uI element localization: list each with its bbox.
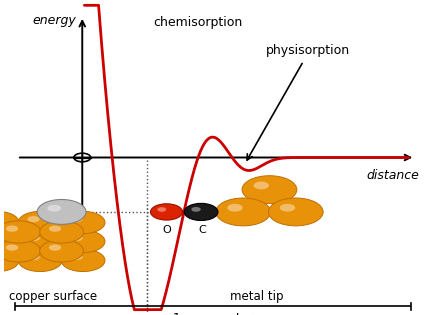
Circle shape (61, 230, 105, 253)
Circle shape (71, 216, 83, 222)
Circle shape (0, 230, 19, 253)
Circle shape (150, 204, 183, 220)
Circle shape (280, 204, 295, 212)
Circle shape (40, 221, 83, 243)
Circle shape (6, 226, 18, 232)
Text: distance: distance (366, 169, 419, 182)
Circle shape (268, 198, 323, 226)
Circle shape (61, 249, 105, 272)
Circle shape (0, 221, 40, 243)
Text: O: O (162, 225, 171, 235)
Circle shape (28, 216, 40, 222)
Circle shape (40, 240, 83, 262)
Circle shape (6, 244, 18, 251)
Circle shape (157, 207, 166, 212)
Circle shape (216, 198, 270, 226)
Circle shape (18, 230, 62, 253)
Circle shape (0, 211, 19, 234)
Circle shape (49, 244, 61, 251)
Text: Fe: Fe (57, 229, 70, 239)
Circle shape (191, 207, 201, 212)
Circle shape (28, 235, 40, 241)
Text: C: C (198, 225, 206, 235)
Circle shape (18, 211, 62, 234)
Circle shape (28, 254, 40, 260)
Circle shape (47, 205, 61, 212)
Text: 1 nanometer: 1 nanometer (172, 312, 253, 315)
Circle shape (49, 226, 61, 232)
Circle shape (242, 176, 297, 203)
Circle shape (184, 203, 218, 220)
Circle shape (0, 240, 40, 262)
Text: copper surface: copper surface (9, 290, 97, 303)
Circle shape (254, 181, 269, 189)
Text: metal tip: metal tip (230, 290, 284, 303)
Circle shape (71, 254, 83, 260)
Text: energy: energy (32, 14, 76, 27)
Circle shape (71, 235, 83, 241)
Text: physisorption: physisorption (266, 44, 350, 57)
Circle shape (37, 199, 86, 224)
Circle shape (61, 211, 105, 234)
Text: chemisorption: chemisorption (154, 16, 243, 29)
Circle shape (0, 249, 19, 272)
Circle shape (227, 204, 243, 212)
Circle shape (18, 249, 62, 272)
